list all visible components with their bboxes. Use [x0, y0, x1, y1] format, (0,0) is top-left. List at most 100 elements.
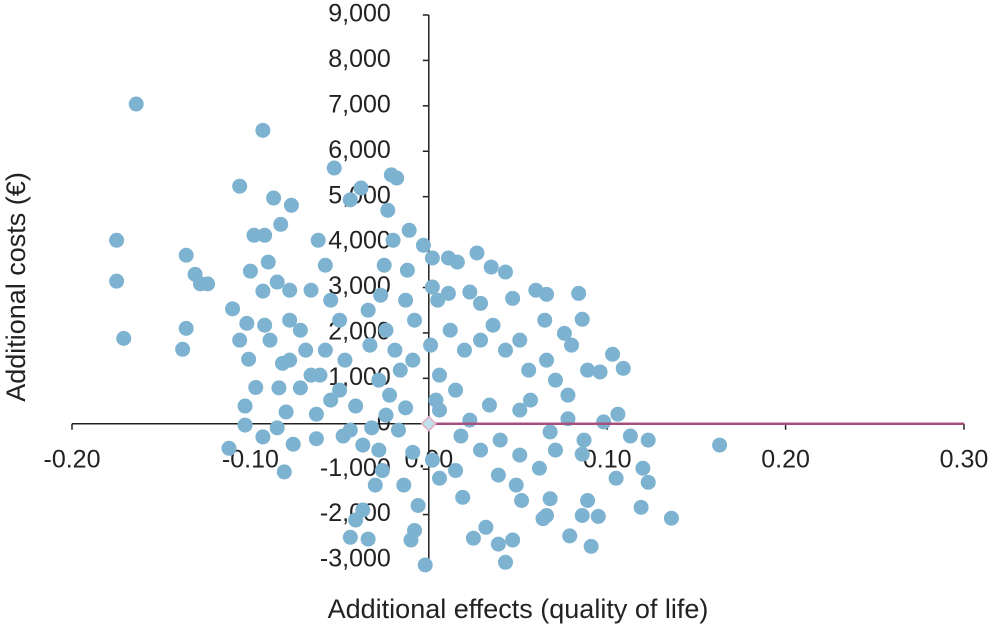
data-point — [225, 301, 241, 317]
data-point — [178, 320, 194, 336]
data-point — [442, 322, 458, 338]
data-point — [423, 337, 439, 353]
data-point — [531, 460, 547, 476]
data-point — [428, 392, 444, 408]
data-point — [490, 536, 506, 552]
data-point — [373, 287, 389, 303]
data-point — [410, 498, 426, 513]
data-point — [498, 342, 514, 358]
data-point — [583, 538, 599, 554]
x-tick-label: 0.20 — [761, 445, 810, 473]
data-point — [355, 437, 371, 453]
data-point — [615, 360, 631, 376]
data-point — [303, 282, 319, 298]
data-point — [398, 292, 414, 308]
data-point — [317, 342, 333, 358]
data-point — [490, 467, 506, 483]
data-point — [405, 352, 421, 368]
data-point — [432, 470, 448, 486]
data-point — [273, 216, 289, 232]
data-point — [232, 332, 248, 348]
data-point — [374, 463, 390, 479]
data-point — [371, 442, 387, 458]
data-point — [560, 387, 576, 403]
data-point — [424, 452, 440, 468]
data-point — [232, 178, 248, 194]
data-point — [109, 232, 125, 248]
data-point — [285, 436, 301, 452]
data-point — [246, 227, 262, 243]
data-point — [282, 352, 298, 368]
data-point — [283, 197, 299, 213]
data-point — [355, 502, 371, 518]
data-point — [610, 406, 626, 422]
data-point — [364, 420, 380, 436]
data-point — [378, 322, 394, 338]
data-point — [498, 264, 514, 280]
data-point — [542, 424, 558, 440]
data-point — [512, 447, 528, 463]
data-point — [360, 531, 376, 547]
data-point — [387, 342, 403, 358]
data-point — [241, 351, 257, 367]
data-point — [462, 412, 478, 428]
data-point — [492, 432, 508, 448]
data-point — [332, 382, 348, 398]
data-point — [292, 380, 308, 396]
data-point — [562, 528, 578, 544]
data-point — [505, 290, 521, 306]
data-point — [362, 337, 378, 353]
data-point — [640, 474, 656, 490]
data-point — [576, 432, 592, 448]
data-point — [512, 402, 528, 418]
data-point — [542, 491, 558, 507]
data-point — [255, 283, 271, 299]
data-point — [574, 446, 590, 462]
data-point — [448, 463, 464, 479]
data-point — [237, 417, 253, 433]
data-point — [378, 407, 394, 423]
data-point — [367, 477, 383, 493]
data-point — [308, 431, 324, 447]
data-point — [453, 428, 469, 444]
data-point — [539, 352, 555, 368]
data-point — [239, 315, 255, 331]
data-point — [608, 470, 624, 486]
data-point — [380, 202, 396, 218]
data-point — [592, 364, 608, 380]
data-point — [430, 292, 446, 308]
data-point — [282, 282, 298, 298]
data-point — [424, 279, 440, 295]
data-point — [310, 232, 326, 248]
data-point — [323, 292, 339, 308]
data-point — [712, 437, 728, 453]
data-point — [537, 312, 553, 328]
data-point — [508, 477, 524, 493]
data-point — [505, 532, 521, 548]
data-point — [498, 554, 514, 570]
data-point — [635, 460, 651, 476]
data-point — [298, 342, 314, 358]
data-point — [382, 387, 398, 403]
origin-marker — [420, 415, 437, 432]
data-point — [473, 442, 489, 458]
y-tick-label: 6,000 — [328, 136, 391, 164]
y-tick-label: 7,000 — [328, 90, 391, 118]
data-point — [522, 392, 538, 408]
data-point — [248, 379, 264, 395]
data-point — [200, 276, 216, 292]
data-point — [605, 346, 621, 362]
data-point — [512, 332, 528, 348]
data-point — [481, 397, 497, 413]
data-point — [521, 362, 537, 378]
data-point — [392, 362, 408, 378]
data-point — [178, 247, 194, 263]
data-point — [396, 477, 412, 493]
data-point — [478, 519, 494, 535]
data-point — [242, 263, 258, 279]
data-point — [590, 508, 606, 524]
data-point — [407, 312, 423, 328]
data-point — [237, 398, 253, 414]
data-point — [348, 398, 364, 414]
